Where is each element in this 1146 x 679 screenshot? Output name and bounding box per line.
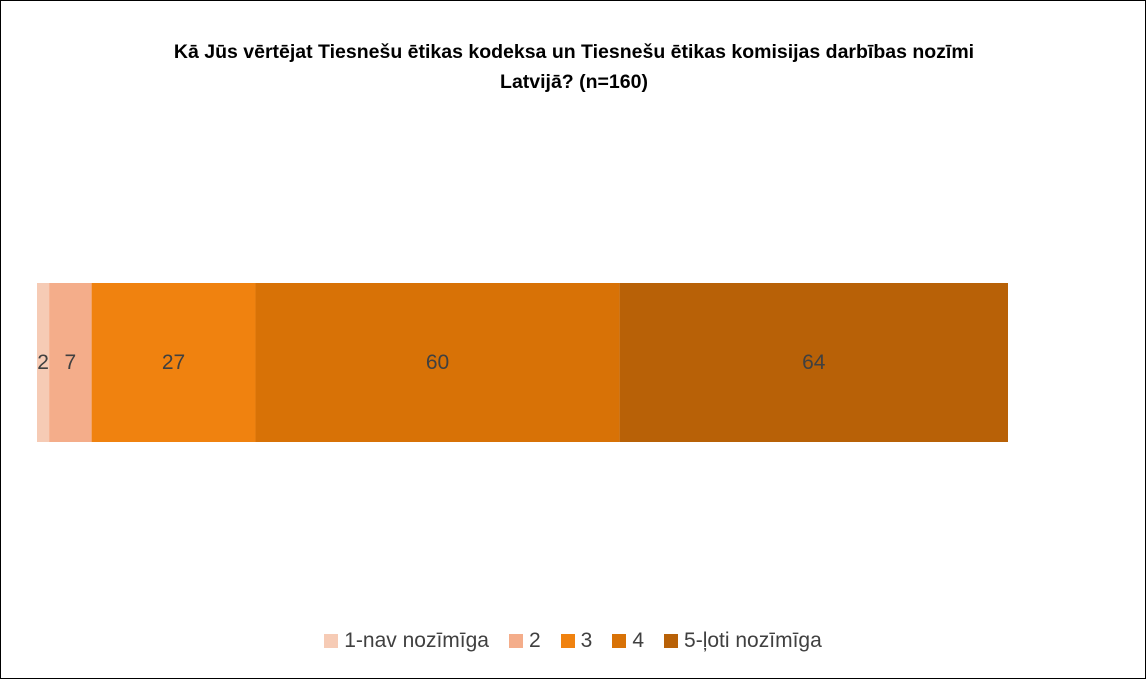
legend-item: 5-ļoti nozīmīga xyxy=(664,629,822,653)
legend-swatch xyxy=(612,634,627,648)
data-label: 7 xyxy=(65,351,77,374)
legend-swatch xyxy=(508,634,523,648)
chart-title: Kā Jūs vērtējat Tiesnešu ētikas kodeksa … xyxy=(173,41,975,93)
legend: 1-nav nozīmīga 2 3 4 5-ļoti nozīmīga xyxy=(1,629,1145,653)
bar-segment xyxy=(619,283,1008,442)
data-label: 64 xyxy=(802,351,826,374)
legend-label: 1-nav nozīmīga xyxy=(344,629,489,652)
bar-segment xyxy=(255,283,620,442)
bar-segment xyxy=(49,283,92,442)
data-label: 27 xyxy=(162,351,185,374)
legend-item: 3 xyxy=(560,629,593,653)
legend-swatch xyxy=(560,634,575,648)
legend-label: 2 xyxy=(528,629,541,652)
legend-item: 4 xyxy=(612,629,644,653)
legend-label: 3 xyxy=(580,629,593,652)
legend-swatch xyxy=(664,634,679,648)
legend-item: 2 xyxy=(508,629,541,653)
legend-item: 1-nav nozīmīga xyxy=(324,629,489,653)
legend-swatch xyxy=(324,634,339,648)
legend-label: 5-ļoti nozīmīga xyxy=(684,629,822,652)
legend-label: 4 xyxy=(632,629,645,652)
data-label: 2 xyxy=(37,351,49,374)
data-label: 60 xyxy=(426,351,449,374)
bar-segment xyxy=(37,283,50,442)
bar-segment xyxy=(91,283,256,442)
